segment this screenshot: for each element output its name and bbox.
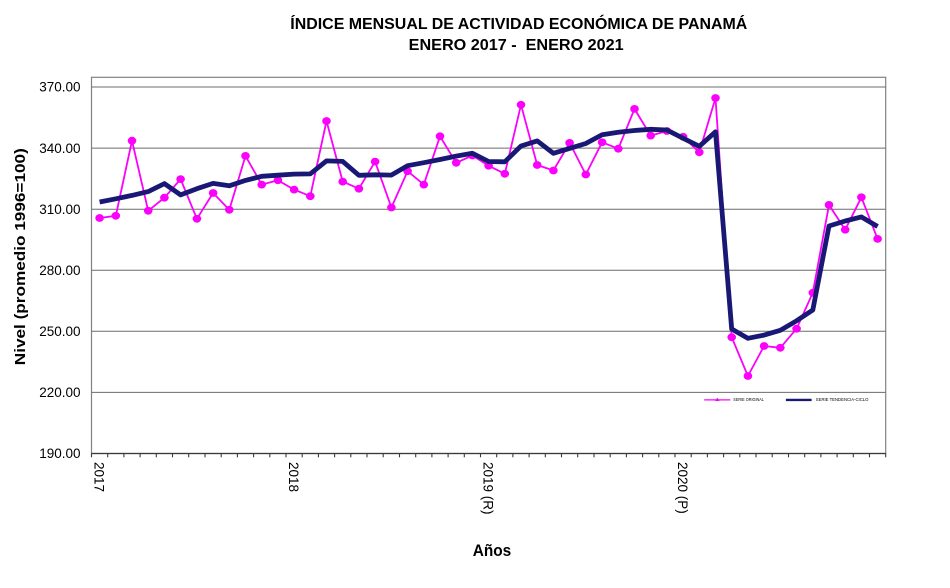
svg-text:370.00: 370.00: [39, 80, 80, 95]
svg-text:280.00: 280.00: [39, 263, 80, 278]
svg-text:250.00: 250.00: [39, 324, 80, 339]
svg-text:2019 (R): 2019 (R): [480, 462, 495, 515]
svg-text:2020 (P): 2020 (P): [675, 462, 690, 514]
svg-text:2018: 2018: [286, 462, 301, 492]
svg-text:SERIE ORIGINAL: SERIE ORIGINAL: [733, 397, 764, 402]
svg-text:ÍNDICE MENSUAL DE ACTIVIDAD EC: ÍNDICE MENSUAL DE ACTIVIDAD ECONÓMICA DE…: [290, 15, 747, 33]
svg-text:ENERO 2017 - ENERO 2021: ENERO 2017 - ENERO 2021: [409, 37, 624, 54]
svg-text:Años: Años: [473, 541, 512, 560]
svg-text:2017: 2017: [91, 462, 106, 492]
svg-text:190.00: 190.00: [39, 446, 80, 461]
svg-text:220.00: 220.00: [39, 385, 80, 400]
svg-text:310.00: 310.00: [39, 202, 80, 217]
svg-text:SERIE TENDENCIA-CICLO: SERIE TENDENCIA-CICLO: [816, 397, 869, 402]
svg-text:Nivel (promedio 1996=100): Nivel (promedio 1996=100): [12, 148, 29, 365]
svg-text:340.00: 340.00: [39, 141, 80, 156]
